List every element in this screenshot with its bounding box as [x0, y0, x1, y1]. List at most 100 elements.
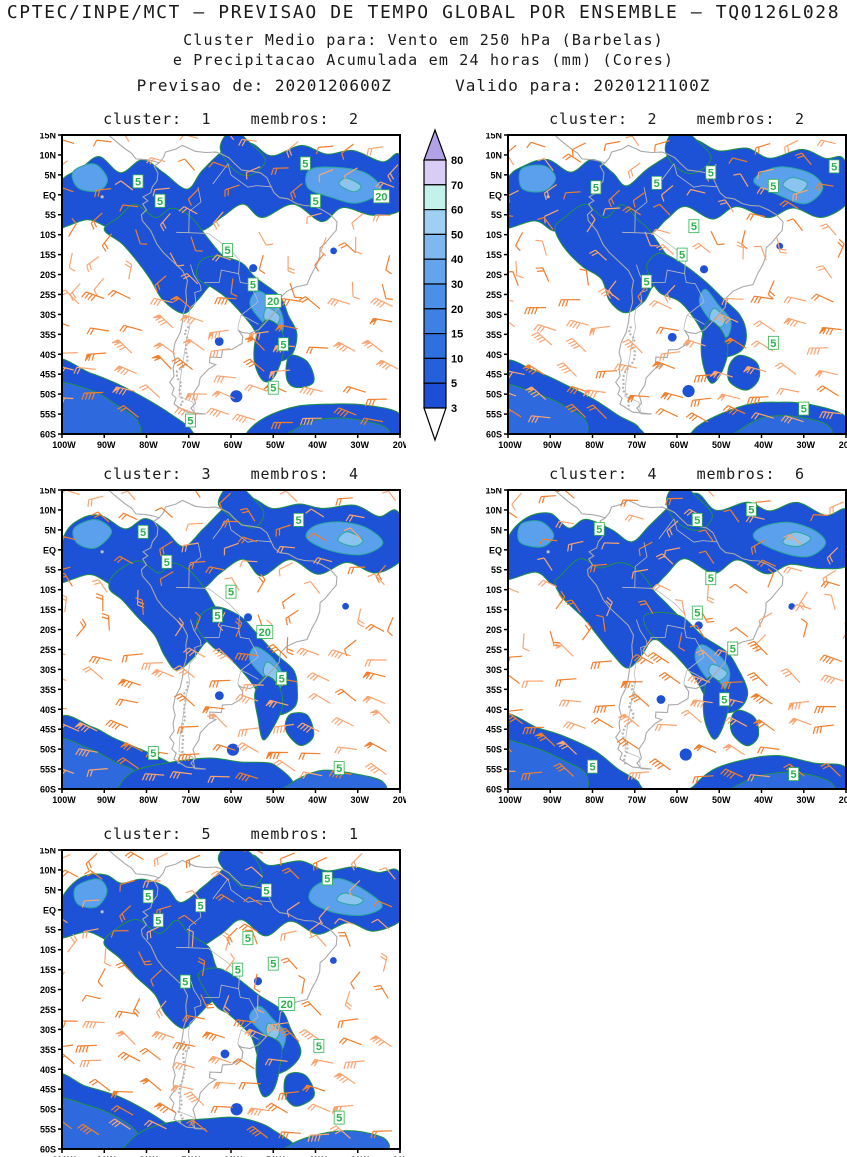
- valido-value: 2020121100Z: [593, 76, 711, 95]
- lat-tick-label: 35S: [486, 685, 502, 695]
- contour-label: 5: [801, 404, 807, 416]
- lat-tick-label: 35S: [40, 685, 56, 695]
- membros-number: 2: [348, 110, 359, 128]
- lat-tick-label: 40S: [40, 705, 56, 715]
- lat-tick-label: 5N: [44, 170, 56, 180]
- contour-label: 20: [281, 999, 293, 1011]
- lat-tick-label: 5N: [490, 525, 502, 535]
- lat-tick-label: 35S: [486, 330, 502, 340]
- map-content: 5 5 5 5 5 5 5 5 5 5: [508, 135, 846, 434]
- contour-label: 5: [145, 891, 151, 903]
- lat-tick-label: 10N: [485, 505, 502, 515]
- contour-label: 5: [250, 280, 256, 292]
- contour-label: 5: [770, 181, 776, 193]
- lat-tick-label: 30S: [40, 310, 56, 320]
- lat-tick-label: 30S: [40, 1025, 56, 1035]
- lat-tick-label: 45S: [40, 1085, 56, 1095]
- contour-label: 5: [182, 977, 188, 989]
- colorbar-segment: [423, 283, 447, 310]
- lon-tick-label: 30W: [350, 1155, 369, 1157]
- lat-tick-label: 15S: [486, 250, 502, 260]
- contour-label: 5: [198, 900, 204, 912]
- contour-label: 5: [694, 515, 700, 527]
- contour-label: 5: [831, 161, 837, 173]
- lon-tick-label: 50W: [266, 440, 285, 450]
- lat-tick-label: 20S: [40, 625, 56, 635]
- lat-tick-label: 5S: [45, 565, 56, 575]
- lat-tick-label: 60S: [40, 785, 56, 795]
- lon-tick-label: 50W: [712, 795, 731, 805]
- lat-tick-label: EQ: [489, 190, 502, 200]
- membros-label: membros:: [696, 465, 776, 483]
- membros-label: membros:: [250, 825, 330, 843]
- lon-tick-label: 70W: [181, 795, 200, 805]
- lon-tick-label: 90W: [543, 440, 562, 450]
- lon-tick-label: 50W: [266, 1155, 285, 1157]
- previsao-label: Previsao de:: [136, 76, 265, 95]
- lat-tick-label: 20S: [486, 625, 502, 635]
- lat-tick-label: 20S: [40, 985, 56, 995]
- lon-tick-label: 70W: [627, 795, 646, 805]
- membros-number: 1: [348, 825, 359, 843]
- contour-label: 5: [336, 763, 342, 775]
- contour-label: 5: [164, 557, 170, 569]
- contour-label: 5: [770, 338, 776, 350]
- contour-label: 5: [245, 933, 251, 945]
- lon-tick-label: 80W: [139, 1155, 158, 1157]
- contour-label: 5: [748, 504, 754, 516]
- lon-tick-label: 90W: [543, 795, 562, 805]
- previsao-value: 2020120600Z: [274, 76, 392, 95]
- lon-tick-label: 100W: [498, 440, 522, 450]
- lon-tick-label: 70W: [627, 440, 646, 450]
- lat-tick-label: 60S: [40, 1145, 56, 1155]
- cluster-number: 4: [647, 465, 658, 483]
- lat-tick-label: 55S: [40, 1125, 56, 1135]
- contour-label: 5: [214, 611, 220, 623]
- colorbar-arrow-above: [423, 128, 447, 161]
- lat-tick-label: 10S: [40, 945, 56, 955]
- lat-tick-label: 15N: [485, 488, 502, 496]
- cluster-label: cluster:: [103, 465, 182, 483]
- cluster-label: cluster:: [549, 465, 628, 483]
- contour-label: 5: [302, 158, 308, 170]
- lon-tick-label: 60W: [224, 440, 243, 450]
- cluster-number: 2: [647, 110, 658, 128]
- valido-label: Valido para:: [455, 76, 583, 95]
- lat-tick-label: 5N: [44, 525, 56, 535]
- lon-tick-label: 100W: [52, 1155, 76, 1157]
- map-content: 5 5 5 5 20 5 5 20 5 5 5: [62, 135, 400, 434]
- colorbar-tick-label: 60: [451, 205, 463, 217]
- membros-label: membros:: [250, 465, 330, 483]
- colorbar-segment: [423, 233, 447, 260]
- lat-tick-label: 10N: [39, 505, 56, 515]
- colorbar-segment: [423, 159, 447, 186]
- contour-labels: 5 5 5 5 20 5 5 20 5 5 5: [132, 156, 390, 428]
- lat-tick-label: 5S: [45, 925, 56, 935]
- lat-tick-label: 25S: [40, 1005, 56, 1015]
- page-title: CPTEC/INPE/MCT – PREVISAO DE TEMPO GLOBA…: [6, 2, 841, 23]
- colorbar-segment: [423, 208, 447, 235]
- wind-barbs: [62, 850, 396, 1143]
- contour-labels: 5 5 5 5 5 5 5 5 5: [587, 502, 800, 781]
- lon-tick-label: 90W: [97, 1155, 116, 1157]
- colorbar-tick-label: 70: [451, 180, 463, 192]
- lon-tick-label: 40W: [308, 1155, 327, 1157]
- map-panel-cluster-5: 5 55555552055515N10N5NEQ5S10S15S20S25S30S…: [39, 848, 406, 1157]
- contour-label: 5: [708, 167, 714, 179]
- lat-tick-label: EQ: [43, 190, 56, 200]
- contour-label: 5: [140, 527, 146, 539]
- membros-number: 6: [794, 465, 805, 483]
- colorbar-segment: [423, 357, 447, 384]
- map-content: 5 5 5 5 5 5 5 5 5: [508, 490, 846, 789]
- precipitation-colorbar: 80 70 60 50 40 30 20 15 10 5 3: [416, 128, 480, 450]
- colorbar-tick-label: 80: [451, 155, 463, 167]
- lat-tick-label: 15N: [39, 488, 56, 496]
- membros-label: membros:: [696, 110, 776, 128]
- lat-tick-label: 25S: [486, 290, 502, 300]
- lat-tick-label: 45S: [40, 370, 56, 380]
- map-panel-cluster-3: 555552055515N10N5NEQ5S10S15S20S25S30S35S…: [39, 488, 406, 805]
- contour-label: 5: [679, 250, 685, 262]
- contour-label: 5: [316, 1041, 322, 1053]
